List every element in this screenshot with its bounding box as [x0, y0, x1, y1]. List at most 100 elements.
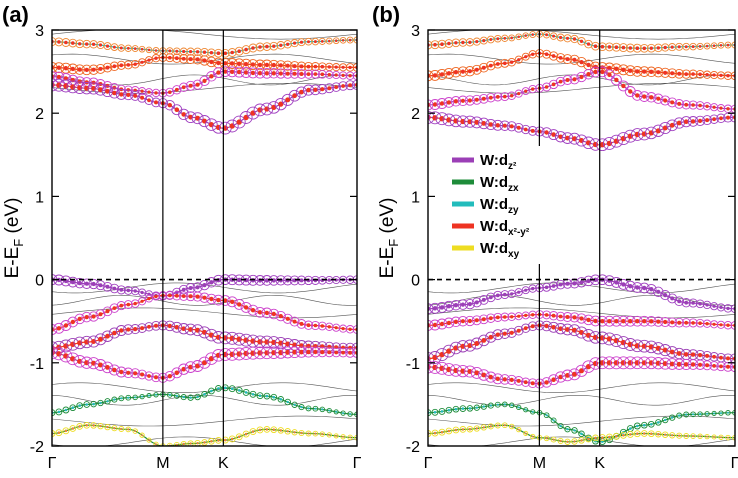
band-v5-ring [90, 400, 97, 408]
band-v3-point [474, 341, 480, 346]
band-c3-point [677, 71, 682, 76]
band-c3-ring [457, 66, 469, 77]
band-v5-point [134, 396, 137, 399]
band-v2-ring [88, 311, 99, 322]
band-v3-point [488, 334, 494, 340]
band-v6-point [272, 428, 276, 432]
background-band-line [428, 382, 735, 393]
band-v6-ring [208, 437, 215, 445]
band-c2-ring [429, 99, 441, 110]
band-v1-ring [674, 296, 685, 307]
x-tick-label-Γ: Γ [424, 455, 433, 472]
band-v1-point [195, 285, 200, 290]
band-v2-ring [296, 319, 307, 329]
band-v4-ring [709, 361, 719, 371]
band-v5-ring [571, 427, 578, 434]
band-c3-ring [443, 67, 455, 79]
band-v4-ring [694, 359, 706, 370]
band-c3-point [271, 62, 276, 68]
band-v2-point [230, 299, 235, 304]
band-v1-point [642, 285, 647, 291]
band-c1-ring [716, 113, 726, 124]
band-v5-point [496, 403, 499, 406]
band-v4-point [292, 349, 297, 355]
band-v4-point [133, 371, 138, 376]
band-c1-ring [101, 85, 114, 98]
band-c4-point [216, 51, 221, 55]
band-c3-ring [116, 60, 126, 70]
band-v5-ring [228, 385, 236, 393]
legend-label-main: W:d [480, 174, 508, 191]
band-v6-ring [619, 431, 627, 439]
band-v2-ring [165, 291, 175, 300]
band-v5-ring [125, 394, 132, 401]
band-v2-point [705, 322, 709, 326]
band-v1-ring [178, 284, 189, 295]
band-v6-point [203, 441, 206, 444]
band-v2-ring [67, 316, 79, 328]
band-c4-point [586, 42, 591, 46]
band-v4-point [257, 350, 263, 356]
band-v6-point [328, 433, 331, 436]
band-c2-point [691, 103, 695, 107]
band-v1-point [98, 283, 103, 288]
band-v4-ring [470, 366, 483, 379]
band-v2-point [327, 325, 331, 329]
band-v5-ring [326, 407, 332, 414]
band-v1-point [719, 305, 723, 309]
band-v1-ring [95, 280, 106, 291]
band-v3-ring [130, 324, 141, 335]
band-v5-point [210, 389, 213, 393]
band-v6-ring [571, 438, 578, 445]
band-v4-point [620, 360, 627, 366]
band-v2-point [250, 308, 256, 313]
band-v1-point [712, 304, 716, 308]
band-v5-point [85, 403, 88, 406]
band-v4-point [523, 380, 528, 385]
band-v1-point [105, 284, 110, 289]
band-v2-point [691, 321, 695, 325]
band-v4-point [341, 350, 345, 355]
band-c2-point [698, 103, 702, 108]
band-c4-point [251, 46, 255, 50]
band-v6-point [106, 425, 109, 429]
band-v4-point [690, 362, 696, 367]
band-v3-point [669, 349, 675, 355]
band-v6-point [594, 436, 597, 440]
band-v6-ring [242, 430, 250, 438]
band-v4-point [712, 364, 716, 368]
band-v5-point [671, 416, 674, 419]
band-v6-ring [676, 432, 683, 439]
band-v6-point [127, 428, 130, 431]
band-v6-ring [69, 425, 77, 432]
band-c1-point [495, 123, 500, 128]
band-c2-point [579, 74, 584, 80]
band-c2-ring [500, 92, 510, 102]
band-v5-ring [445, 406, 453, 414]
band-v2-ring [653, 316, 664, 327]
band-c2-ring [303, 69, 314, 79]
band-v5-point [120, 397, 123, 400]
band-v1-ring [478, 295, 489, 305]
band-c2-point [572, 77, 577, 82]
band-v4-ring [521, 377, 531, 387]
band-v3-point [105, 333, 110, 339]
band-v4-ring [178, 363, 190, 375]
band-c1-point [341, 84, 345, 88]
band-v4-point [683, 362, 689, 367]
band-v1-ring [60, 275, 72, 287]
band-c4-point [154, 49, 158, 52]
panel-a: -2 -1 0 1 2 3 Γ M K Γ E-EF (eV) (a) [2, 2, 362, 472]
band-v5-ring [690, 411, 696, 418]
background-band-line [52, 415, 357, 427]
band-v5-ring [669, 414, 676, 421]
band-v2-point [341, 327, 345, 331]
band-c1-point [98, 87, 103, 93]
band-v4-point [334, 350, 339, 355]
band-v4-point [698, 362, 703, 367]
band-c4-point [348, 38, 352, 42]
band-c4-point [182, 49, 186, 54]
band-v6-ring [578, 437, 585, 444]
band-c4-ring [332, 37, 340, 45]
band-v5-ring [501, 401, 508, 408]
